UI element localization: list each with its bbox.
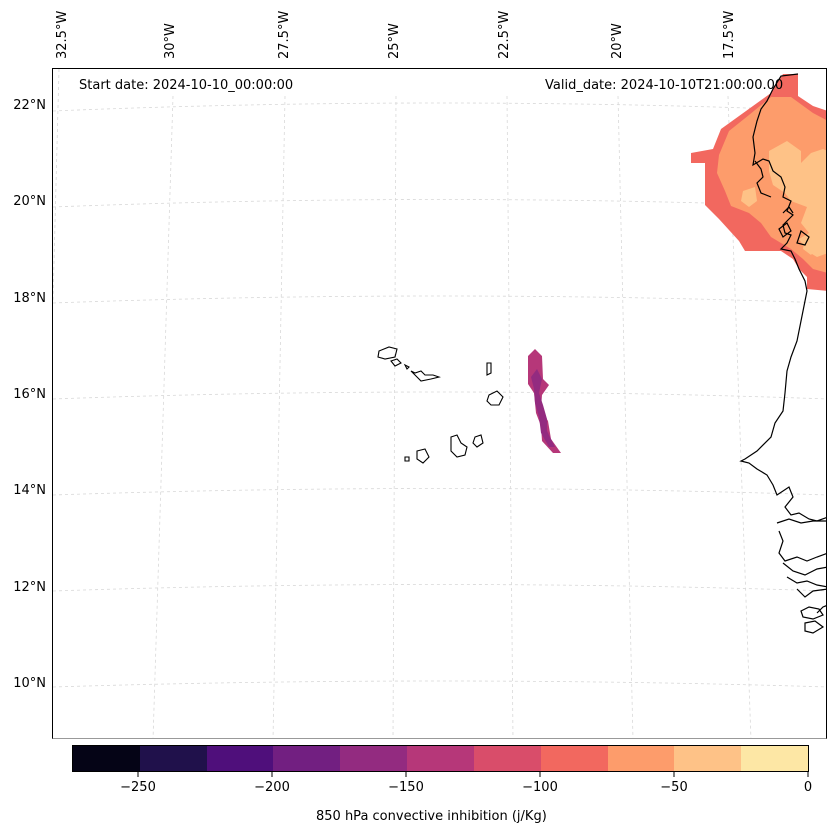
gridline-lon-20 (617, 95, 634, 738)
colorbar-ticks (137, 772, 809, 777)
lat-label-18n: 18°N (13, 291, 46, 306)
colorbar-swatch-5 (407, 746, 474, 771)
island-sao-nicolau (410, 370, 441, 382)
coastline-north-detail (754, 160, 794, 238)
lat-label-12n: 12°N (13, 580, 46, 595)
coastline-guinea-bissau (800, 605, 826, 634)
colorbar-swatch-2 (206, 746, 274, 771)
colorbar-swatch-1 (139, 746, 207, 771)
gridline-lat-20 (53, 199, 826, 208)
island-sal (486, 362, 492, 376)
cin-field-mid (717, 97, 826, 273)
colorbar-swatch-0 (73, 746, 140, 771)
cin-field-inner-2 (803, 233, 819, 255)
cin-field-inner-3 (741, 187, 757, 207)
valid-date-label: Valid_date: 2024-10-10T21:00:00.00 (545, 78, 784, 93)
colorbar-tick-label-5: 0 (803, 780, 813, 795)
colorbar-tick-label-3: −100 (522, 780, 558, 795)
lat-label-14n: 14°N (13, 483, 46, 498)
lon-label-27-5w: 27.5°W (277, 10, 292, 59)
lat-label-20n: 20°N (13, 194, 46, 209)
island-maio (472, 434, 484, 448)
colorbar-swatch-4 (340, 746, 408, 771)
island-fogo (416, 448, 430, 464)
island-boa-vista (486, 390, 504, 406)
island-santiago (450, 434, 468, 458)
colorbar-swatch-8 (607, 746, 675, 771)
lon-label-25w: 25°W (387, 23, 402, 59)
coastline-main (739, 73, 826, 522)
colorbar-swatch-9 (674, 746, 742, 771)
gridline-lon-25 (392, 95, 397, 738)
island-santo-antao (377, 346, 398, 360)
gridline-lon-30 (152, 95, 174, 738)
colorbar-swatch-3 (273, 746, 341, 771)
lon-label-30w: 30°W (163, 23, 178, 59)
gridline-lon-22-5 (506, 95, 514, 738)
gridlines (53, 69, 826, 738)
island-brava (404, 456, 410, 462)
gridline-lat-16 (53, 391, 826, 400)
lat-label-16n: 16°N (13, 387, 46, 402)
lon-label-20w: 20°W (610, 23, 625, 59)
colorbar-tick-label-1: −200 (254, 780, 290, 795)
gridline-lat-14 (53, 488, 826, 496)
start-date-label: Start date: 2024-10-10_00:00:00 (79, 78, 294, 93)
colorbar (72, 745, 809, 772)
gridline-lat-22 (53, 102, 826, 112)
gridline-lat-12 (53, 584, 826, 592)
colorbar-swatch-7 (540, 746, 608, 771)
island-santa-luzia (403, 363, 410, 370)
colorbar-tick-label-0: −250 (120, 780, 156, 795)
lon-label-22-5w: 22.5°W (497, 10, 512, 59)
lat-label-22n: 22°N (13, 98, 46, 113)
island-sao-vicente (390, 358, 402, 367)
colorbar-title: 850 hPa convective inhibition (j/Kg) (316, 809, 547, 824)
map-panel[interactable] (52, 68, 827, 739)
gridline-lon-32-5 (53, 69, 60, 302)
colorbar-swatch-10 (741, 746, 808, 771)
gridline-lat-10 (53, 680, 826, 688)
cin-field-coast (691, 74, 826, 291)
colorbar-tick-label-2: −150 (388, 780, 424, 795)
map-svg (53, 69, 826, 738)
coastline (739, 73, 826, 634)
coastline-gambia (776, 518, 826, 598)
cin-band-islands (528, 349, 561, 453)
lat-label-10n: 10°N (13, 676, 46, 691)
lon-label-32-5w: 32.5°W (55, 10, 70, 59)
gridline-lon-27-5 (272, 95, 286, 738)
cin-field-inner (769, 141, 826, 257)
cin-band-core (531, 369, 555, 447)
colorbar-swatch-6 (473, 746, 541, 771)
gridline-lat-18 (53, 295, 826, 304)
colorbar-tick-label-4: −50 (660, 780, 688, 795)
cape-verde-islands (377, 346, 504, 464)
lon-label-17-5w: 17.5°W (722, 10, 737, 59)
coastline-bay (796, 230, 810, 246)
